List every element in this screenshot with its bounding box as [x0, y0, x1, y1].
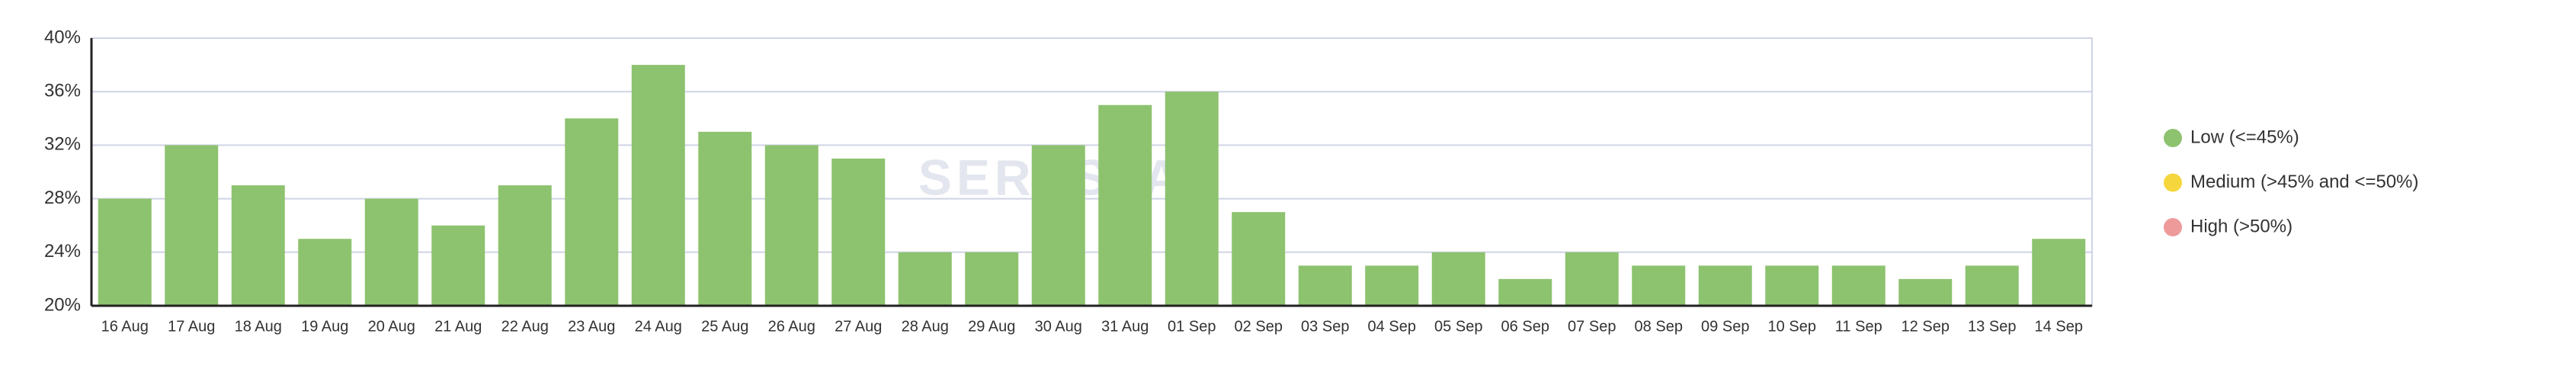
x-tick-label: 28 Aug — [902, 318, 949, 335]
bar — [98, 198, 152, 306]
x-tick-label: 19 Aug — [301, 318, 348, 335]
y-tick-label: 36% — [44, 81, 81, 101]
bar — [165, 145, 219, 306]
x-tick-label: 22 Aug — [501, 318, 549, 335]
x-tick-label: 27 Aug — [835, 318, 882, 335]
y-tick-label: 24% — [44, 241, 81, 262]
bar — [1565, 252, 1619, 306]
x-tick-label: 05 Sep — [1434, 318, 1482, 335]
bar — [1898, 278, 1953, 306]
y-tick-label: 20% — [44, 294, 81, 315]
x-tick-label: 14 Sep — [2035, 318, 2083, 335]
x-tick-label: 18 Aug — [235, 318, 282, 335]
bar — [1365, 265, 1419, 306]
bar — [965, 252, 1019, 306]
x-tick-label: 10 Sep — [1768, 318, 1816, 335]
x-tick-label: 04 Sep — [1368, 318, 1416, 335]
y-tick-label: 40% — [44, 27, 81, 47]
legend-swatch[interactable] — [2164, 129, 2182, 147]
x-tick-label: 06 Sep — [1501, 318, 1549, 335]
x-tick-label: 24 Aug — [635, 318, 682, 335]
bar — [431, 225, 485, 306]
y-tick-label: 32% — [44, 134, 81, 155]
x-tick-label: 21 Aug — [434, 318, 482, 335]
x-tick-label: 30 Aug — [1035, 318, 1082, 335]
bar — [1698, 265, 1752, 306]
legend-label[interactable]: High (>50%) — [2190, 216, 2292, 236]
x-tick-label: 07 Sep — [1568, 318, 1616, 335]
x-tick-label: 12 Sep — [1902, 318, 1950, 335]
legend-label[interactable]: Medium (>45% and <=50%) — [2190, 172, 2419, 192]
x-tick-label: 11 Sep — [1835, 318, 1882, 335]
bar — [298, 239, 352, 306]
bar — [1498, 278, 1552, 306]
x-tick-label: 23 Aug — [568, 318, 615, 335]
x-tick-label: 03 Sep — [1301, 318, 1349, 335]
legend-swatch[interactable] — [2164, 173, 2182, 192]
bar — [1232, 212, 1286, 306]
x-tick-label: 26 Aug — [768, 318, 815, 335]
bar — [364, 198, 418, 306]
bar — [2032, 239, 2086, 306]
x-tick-label: 20 Aug — [368, 318, 415, 335]
x-tick-label: 29 Aug — [968, 318, 1015, 335]
bar — [1765, 265, 1819, 306]
legend-swatch[interactable] — [2164, 218, 2182, 236]
bar — [1831, 265, 1886, 306]
x-tick-label: 01 Sep — [1168, 318, 1216, 335]
x-tick-label: 31 Aug — [1101, 318, 1149, 335]
bar — [1431, 252, 1485, 306]
bar — [1165, 92, 1219, 306]
bar — [1031, 145, 1085, 306]
y-tick-label: 28% — [44, 188, 81, 208]
x-tick-label: 25 Aug — [701, 318, 748, 335]
bar — [898, 252, 952, 306]
bar — [1098, 104, 1152, 306]
x-tick-label: 17 Aug — [168, 318, 215, 335]
bar — [1965, 265, 2019, 306]
bar — [698, 131, 752, 306]
bar — [498, 185, 552, 306]
bar — [1298, 265, 1352, 306]
x-tick-label: 02 Sep — [1235, 318, 1283, 335]
bar — [565, 118, 619, 306]
bar — [764, 145, 819, 306]
legend-label[interactable]: Low (<=45%) — [2190, 127, 2299, 147]
x-tick-label: 16 Aug — [101, 318, 149, 335]
bar — [231, 185, 285, 306]
bar — [631, 65, 685, 306]
bar — [1632, 265, 1686, 306]
bar — [831, 158, 886, 306]
x-tick-label: 08 Sep — [1635, 318, 1683, 335]
x-tick-label: 13 Sep — [1968, 318, 2016, 335]
x-tick-label: 09 Sep — [1701, 318, 1749, 335]
